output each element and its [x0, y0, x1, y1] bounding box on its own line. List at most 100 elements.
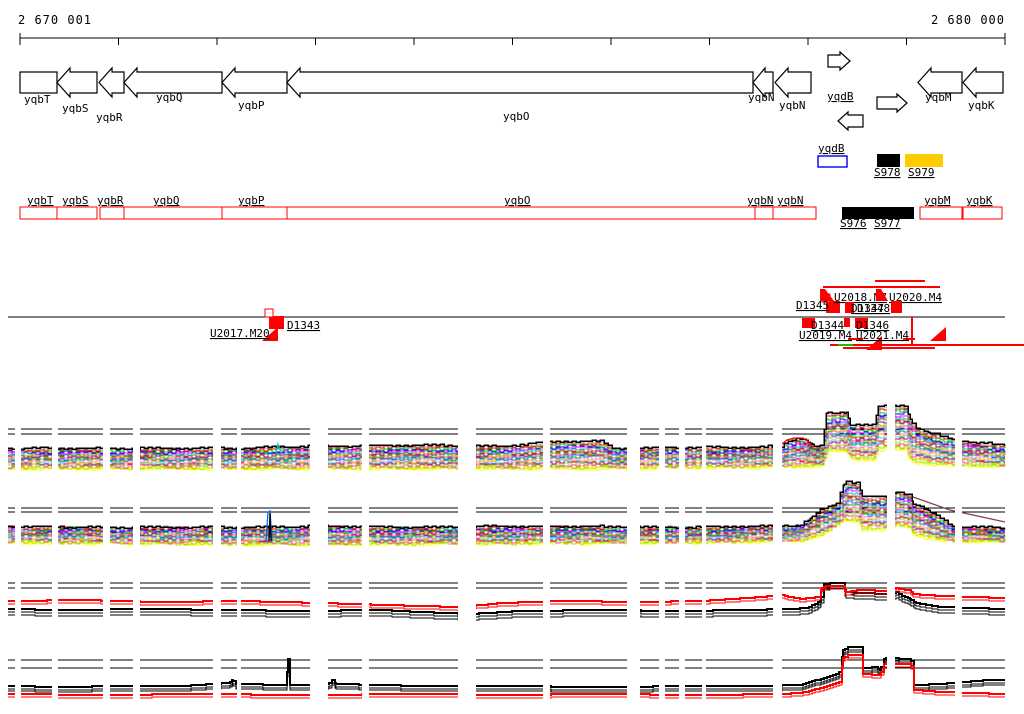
gene-arrow-yqbP[interactable]	[221, 66, 288, 99]
marker-D1346-flag[interactable]	[855, 318, 868, 328]
track-1-series	[8, 432, 1006, 465]
marker-label-U2017.M20[interactable]: U2017.M20	[210, 327, 270, 340]
gene-label-yqbN[interactable]: yqbN	[748, 91, 775, 104]
marker-label-U2018.M7[interactable]: U2018.M7	[834, 291, 887, 304]
gene-box-label-yqbS[interactable]: yqbS	[62, 194, 89, 207]
gene-label-yqbT[interactable]: yqbT	[24, 93, 51, 106]
marker-label-D1346[interactable]: D1346	[856, 319, 889, 332]
track-2-data-gap	[52, 480, 58, 559]
marker-D1344-flag[interactable]	[802, 318, 815, 328]
gene-box-yqbT[interactable]	[19, 206, 58, 220]
gene-arrow-yqbN[interactable]	[774, 66, 812, 99]
gene-arrow-yqbN[interactable]	[752, 66, 774, 99]
track-2-data-gap	[310, 480, 328, 559]
gene-arrow-yqbS[interactable]	[56, 66, 98, 99]
marker-label-D1345[interactable]: D1345	[796, 299, 829, 312]
marker-label-D1343[interactable]: D1343	[287, 319, 320, 332]
segment-box-S979[interactable]	[905, 154, 943, 167]
gene-label-yqbS[interactable]: yqbS	[62, 102, 89, 115]
marker-label-D1344[interactable]: D1344	[811, 319, 844, 332]
marker-U2018.M7-flag[interactable]	[820, 289, 834, 301]
gene-arrow-yqbM[interactable]	[917, 66, 963, 99]
segment-label-S979[interactable]: S979	[908, 166, 935, 179]
segment-label-S978[interactable]: S978	[874, 166, 901, 179]
track-4-red-series	[8, 654, 1005, 696]
track-4-data-gap	[955, 645, 962, 713]
gene-box-yqbS[interactable]	[56, 206, 98, 220]
segment-box-S978[interactable]	[877, 154, 900, 167]
track-2-data-gap	[702, 480, 706, 559]
track-3-data-gap	[955, 568, 962, 632]
gene-box-label-yqbN[interactable]: yqbN	[747, 194, 774, 207]
track-1-data-gap	[237, 403, 241, 474]
marker-glyph-flag[interactable]	[844, 318, 850, 327]
gene-box-label-yqbR[interactable]: yqbR	[97, 194, 124, 207]
gene-box-yqbN[interactable]	[772, 206, 817, 220]
gene-box-yqbQ[interactable]	[123, 206, 223, 220]
marker-glyph-flag[interactable]	[930, 327, 946, 341]
gene-arrow-small-arrow-left-mid[interactable]	[837, 110, 864, 132]
gene-box-label-yqbN[interactable]: yqbN	[777, 194, 804, 207]
marker-U2020.M4-flag[interactable]	[876, 289, 888, 301]
gene-box-label-yqbQ[interactable]: yqbQ	[153, 194, 180, 207]
track-4-data-gap	[15, 645, 21, 713]
gene-arrow-yqbT[interactable]	[19, 71, 58, 94]
track-4-data-gap	[627, 645, 640, 713]
gene-box-label-yqbK[interactable]: yqbK	[966, 194, 993, 207]
gene-arrow-yqbQ[interactable]	[123, 66, 223, 99]
gene-box-label-yqbO[interactable]: yqbO	[504, 194, 531, 207]
track-2-data-gap	[15, 480, 21, 559]
segment-box-yqdB[interactable]	[817, 155, 848, 168]
gene-arrow-small-arrow-right-mid[interactable]	[876, 92, 908, 114]
gene-label-yqbR[interactable]: yqbR	[96, 111, 123, 124]
track-2-data-gap	[627, 480, 640, 559]
marker-D1347-flag[interactable]	[845, 302, 854, 313]
gene-box-yqbN[interactable]	[754, 206, 774, 220]
track-2-series	[8, 480, 1005, 529]
marker-D1345-flag[interactable]	[826, 301, 840, 313]
marker-D1343-flag[interactable]	[269, 316, 284, 329]
track-3-data-gap	[103, 568, 110, 632]
gene-label-yqbM[interactable]: yqbM	[925, 91, 952, 104]
gene-label-yqbP[interactable]: yqbP	[238, 99, 265, 112]
gene-label-yqbO[interactable]: yqbO	[503, 110, 530, 123]
marker-U2017.M20-flag[interactable]	[262, 327, 278, 341]
gene-box-label-yqbP[interactable]: yqbP	[238, 194, 265, 207]
segment-box-S976-S977[interactable]	[842, 207, 914, 219]
gene-arrow-small-arrow-right-top[interactable]	[827, 50, 851, 72]
gene-box-label-yqbT[interactable]: yqbT	[27, 194, 54, 207]
track-2-data-gap	[543, 480, 550, 559]
marker-label-U2021.M4[interactable]: U2021.M4	[856, 329, 909, 342]
gene-label-yqbQ[interactable]: yqbQ	[156, 91, 183, 104]
track-1-data-gap	[702, 403, 706, 474]
gene-arrow-yqbO[interactable]	[286, 66, 754, 99]
marker-pole	[911, 317, 913, 345]
track-4-data-gap	[52, 645, 58, 713]
track-1-data-gap	[679, 403, 685, 474]
gene-arrow-yqbR[interactable]	[98, 66, 125, 99]
gene-box-yqbO[interactable]	[286, 206, 756, 220]
track-1-data-gap	[15, 403, 21, 474]
gene-label-yqbN[interactable]: yqbN	[779, 99, 806, 112]
gene-label-yqdB-top[interactable]: yqdB	[827, 90, 854, 103]
segment-label-S976[interactable]: S976	[840, 217, 867, 230]
gene-box-yqbP[interactable]	[221, 206, 288, 220]
track-3-data-gap	[237, 568, 241, 632]
marker-D1348-flag[interactable]	[891, 301, 902, 313]
gene-box-yqbK[interactable]	[962, 206, 1003, 220]
track-2-data-gap	[887, 480, 895, 559]
track-4-data-gap	[773, 645, 782, 713]
marker-label-D1347[interactable]: D1347	[851, 302, 884, 315]
segment-label-yqdB[interactable]: yqdB	[818, 142, 845, 155]
gene-box-yqbM[interactable]	[919, 206, 963, 220]
marker-label-U2019.M4[interactable]: U2019.M4	[799, 329, 852, 342]
marker-U2021.M4-flag[interactable]	[866, 336, 882, 350]
marker-label-U2020.M4[interactable]: U2020.M4	[889, 291, 942, 304]
gene-box-label-yqbM[interactable]: yqbM	[924, 194, 951, 207]
gene-arrow-yqbK[interactable]	[962, 66, 1004, 99]
segment-label-S977[interactable]: S977	[874, 217, 901, 230]
gene-label-yqbK[interactable]: yqbK	[968, 99, 995, 112]
gene-box-yqbR[interactable]	[99, 206, 125, 220]
marker-label-D1348[interactable]: D1348	[857, 302, 890, 315]
